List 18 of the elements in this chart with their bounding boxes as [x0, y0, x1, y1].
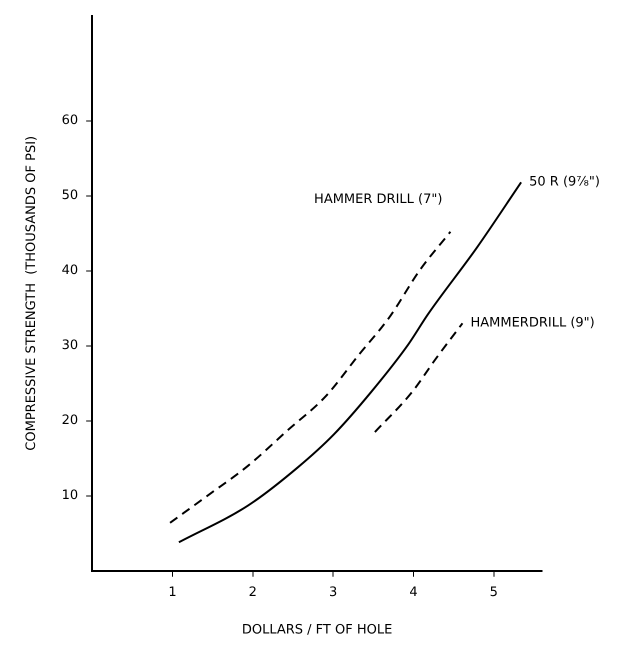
y-tick-label: 50 [62, 188, 78, 204]
series-label: 50 R (9⅞") [529, 174, 600, 190]
y-tick-label: 40 [62, 263, 78, 278]
x-tick-label: 2 [248, 584, 257, 600]
x-tick-label: 3 [328, 584, 338, 600]
y-tick-label: 60 [62, 113, 78, 128]
y-axis-title: COMPRESSIVE STRENGTH (THOUSANDS OF PSI) [24, 136, 40, 451]
line-series [169, 230, 452, 524]
x-axis-title: DOLLARS / FT OF HOLE [242, 622, 392, 638]
line-series [374, 322, 464, 434]
y-tick-label: 20 [62, 413, 78, 428]
y-tick-label: 10 [62, 488, 78, 504]
series-label: HAMMER DRILL (7") [314, 192, 442, 208]
y-tick-label: 30 [62, 338, 78, 354]
x-tick-label: 5 [490, 584, 498, 600]
series-label: HAMMERDRILL (9") [470, 316, 595, 331]
x-tick-label: 1 [168, 584, 177, 600]
x-tick-label: 4 [409, 584, 418, 600]
